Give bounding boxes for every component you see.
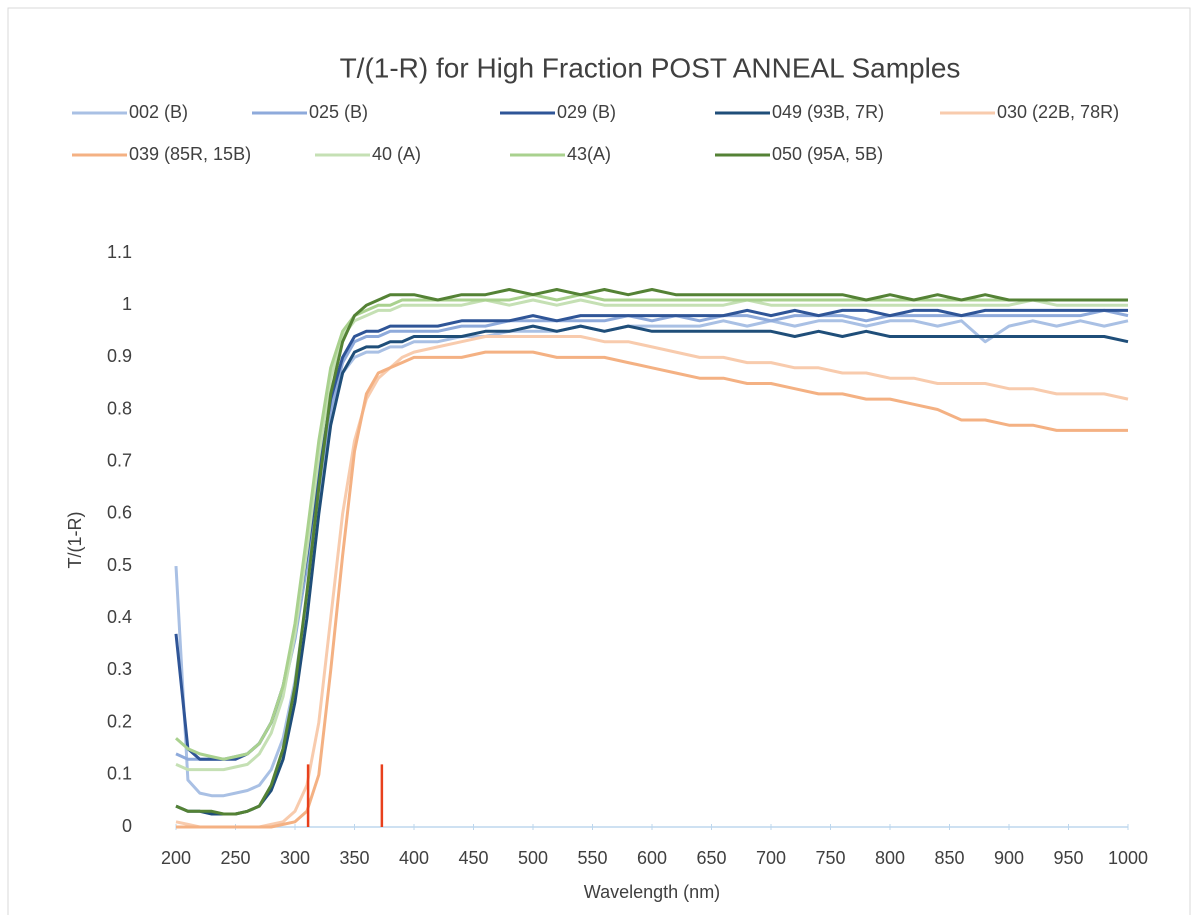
legend-label: 049 (93B, 7R) [772,102,884,122]
legend-label: 40 (A) [372,144,421,164]
x-tick-label: 800 [875,848,905,868]
legend-label: 030 (22B, 78R) [997,102,1119,122]
y-tick-label: 0.4 [107,607,132,627]
legend-label: 039 (85R, 15B) [129,144,251,164]
y-tick-label: 0.1 [107,764,132,784]
legend-label: 050 (95A, 5B) [772,144,883,164]
series-line [175,288,1128,816]
series-line [174,319,1129,798]
x-tick-label: 500 [518,848,548,868]
legend-label: 002 (B) [129,102,188,122]
x-tick-label: 400 [399,848,429,868]
series-line [176,350,1128,829]
x-tick-label: 350 [339,848,369,868]
series-line [175,335,1129,829]
y-tick-label: 0.2 [107,711,132,731]
x-tick-label: 650 [696,848,726,868]
y-axis-title: T/(1-R) [65,512,85,569]
x-tick-label: 750 [815,848,845,868]
y-tick-label: 0.5 [107,555,132,575]
series-line [175,298,1128,772]
y-tick-label: 0.3 [107,659,132,679]
y-tick-label: 0.6 [107,503,132,523]
y-tick-label: 1 [122,294,132,314]
y-tick-label: 0.7 [107,450,132,470]
y-tick-label: 1.1 [107,242,132,262]
x-axis-title: Wavelength (nm) [584,882,720,902]
x-tick-label: 900 [994,848,1024,868]
series-line [175,324,1129,816]
y-tick-label: 0.9 [107,346,132,366]
x-tick-label: 700 [756,848,786,868]
legend-label: 029 (B) [557,102,616,122]
x-tick-label: 950 [1053,848,1083,868]
x-tick-label: 300 [280,848,310,868]
x-tick-label: 250 [220,848,250,868]
x-tick-label: 550 [577,848,607,868]
y-tick-label: 0.8 [107,398,132,418]
legend-label: 025 (B) [309,102,368,122]
x-tick-label: 600 [637,848,667,868]
chart-title: T/(1-R) for High Fraction POST ANNEAL Sa… [340,52,961,83]
x-tick-label: 200 [161,848,191,868]
legend-label: 43(A) [567,144,611,164]
chart-frame [7,7,1191,920]
y-tick-label: 0 [122,816,132,836]
x-tick-label: 850 [934,848,964,868]
x-tick-label: 450 [458,848,488,868]
x-tick-label: 1000 [1108,848,1148,868]
